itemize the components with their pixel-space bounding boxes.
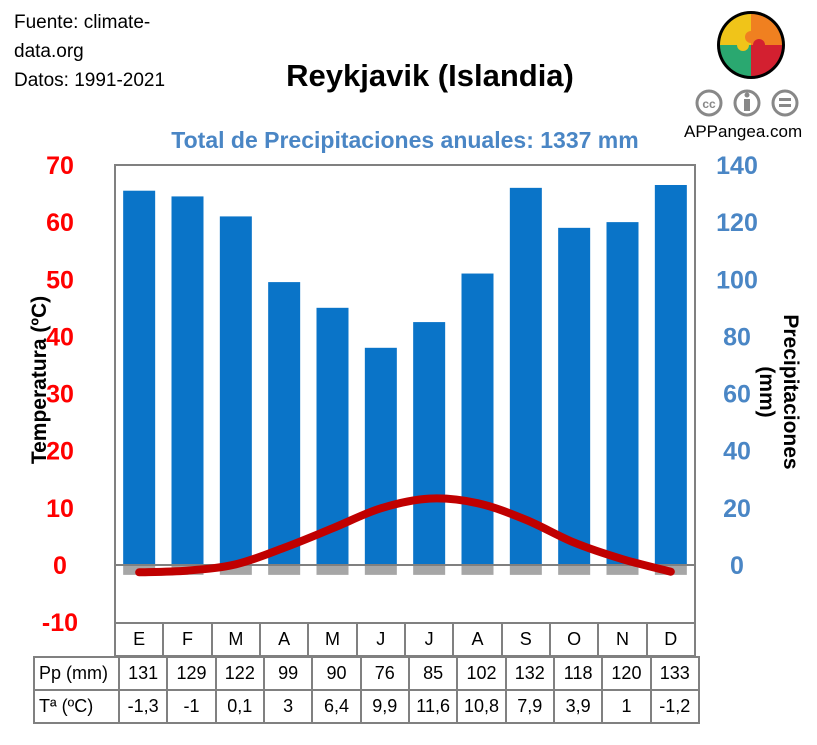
dates-line: Datos: 1991-2021 <box>14 70 166 91</box>
table-cell: -1,3 <box>117 689 169 724</box>
table-cell: O <box>548 622 600 657</box>
table-cell: 85 <box>407 656 459 691</box>
y-left-tick: 30 <box>46 381 74 409</box>
y-left-tick: 10 <box>46 495 74 523</box>
table-cell: 129 <box>166 656 217 691</box>
y-right-tick: 40 <box>723 438 751 466</box>
table-cell: M <box>210 622 261 657</box>
precip-bar <box>654 184 687 565</box>
table-cell: -1 <box>166 689 217 724</box>
table-cell: 11,6 <box>407 689 459 724</box>
precip-bar <box>509 187 542 565</box>
source-note: Fuente: climate-data.org Datos: 1991-2021 <box>14 8 204 95</box>
y-right-tick: 20 <box>723 495 751 523</box>
table-cell: S <box>500 622 551 657</box>
table-cell: 131 <box>117 656 169 691</box>
bar-shadow <box>413 564 446 575</box>
y-left-tick: 50 <box>46 266 74 294</box>
bar-shadow <box>606 564 639 575</box>
attribution-icon <box>733 89 761 117</box>
table-cell: 133 <box>649 656 700 691</box>
no-derivatives-icon <box>771 89 799 117</box>
y-left-tick: 40 <box>46 323 74 351</box>
table-cell: N <box>597 622 648 657</box>
y-right-tick: 60 <box>723 381 751 409</box>
pp-row-label: Pp (mm) <box>33 656 120 691</box>
table-cell: 120 <box>601 656 652 691</box>
table-cell: 6,4 <box>311 689 362 724</box>
table-cell: F <box>162 622 213 657</box>
cc-icon <box>695 89 723 117</box>
y-right-tick: 120 <box>716 209 758 237</box>
y-left-tick: 60 <box>46 209 74 237</box>
table-cell: 90 <box>311 656 362 691</box>
y-left-tick: -10 <box>42 609 78 637</box>
temp-row-label: Tª (ºC) <box>33 689 120 724</box>
table-cell: 122 <box>214 656 265 691</box>
bar-shadow <box>364 564 397 575</box>
table-cell: D <box>645 622 696 657</box>
source-line: data.org <box>14 41 84 62</box>
y-left-tick: 0 <box>53 552 67 580</box>
table-cell: A <box>452 622 503 657</box>
table-cell: M <box>307 622 358 657</box>
table-cell: 3,9 <box>552 689 604 724</box>
table-cell: 0,1 <box>214 689 265 724</box>
table-cell: J <box>355 622 406 657</box>
bar-shadow <box>316 564 349 575</box>
precip-bar <box>364 347 397 565</box>
y-right-tick: 80 <box>723 323 751 351</box>
table-cell: 118 <box>552 656 604 691</box>
table-cell: 99 <box>262 656 314 691</box>
precip-bar <box>558 227 591 565</box>
precip-bar <box>413 322 446 565</box>
table-cell: 7,9 <box>504 689 555 724</box>
y-right-tick: 140 <box>716 152 758 180</box>
precip-bar <box>171 196 204 565</box>
table-cell: 10,8 <box>456 689 507 724</box>
y-right-tick: 100 <box>716 266 758 294</box>
table-cell: -1,2 <box>649 689 700 724</box>
source-line: Fuente: climate- <box>14 12 151 33</box>
bar-shadow <box>558 564 591 575</box>
table-cell: A <box>258 622 310 657</box>
table-cell: 1 <box>601 689 652 724</box>
table-cell: E <box>113 622 165 657</box>
precip-bar <box>606 222 639 565</box>
precip-bar <box>461 273 494 565</box>
y-right-tick: 0 <box>730 552 744 580</box>
y-left-tick: 70 <box>46 152 74 180</box>
table-cell: 76 <box>359 656 410 691</box>
bar-shadow <box>461 564 494 575</box>
temperature-line <box>135 494 675 577</box>
table-cell: 102 <box>456 656 507 691</box>
logo-icon <box>717 11 785 79</box>
y-left-tick: 20 <box>46 438 74 466</box>
table-cell: 3 <box>262 689 314 724</box>
precip-bar <box>123 190 156 565</box>
precip-bar <box>268 282 301 565</box>
data-table: Pp (mm) 131 129 122 99 90 76 85 102 132 118 120 133 … <box>33 656 700 724</box>
precip-bar <box>219 216 252 565</box>
bar-shadow <box>268 564 301 575</box>
site-link[interactable]: APPangea.com <box>684 122 803 141</box>
table-cell: 132 <box>504 656 555 691</box>
chart-title: Reykjavik (Islandia) <box>286 58 574 93</box>
svg-text:cc: cc <box>702 97 716 111</box>
chart-subtitle: Total de Precipitaciones anuales: 1337 m… <box>171 127 639 153</box>
table-cell: J <box>403 622 455 657</box>
bar-shadow <box>219 564 252 575</box>
table-cell: 9,9 <box>359 689 410 724</box>
bar-shadow <box>509 564 542 575</box>
